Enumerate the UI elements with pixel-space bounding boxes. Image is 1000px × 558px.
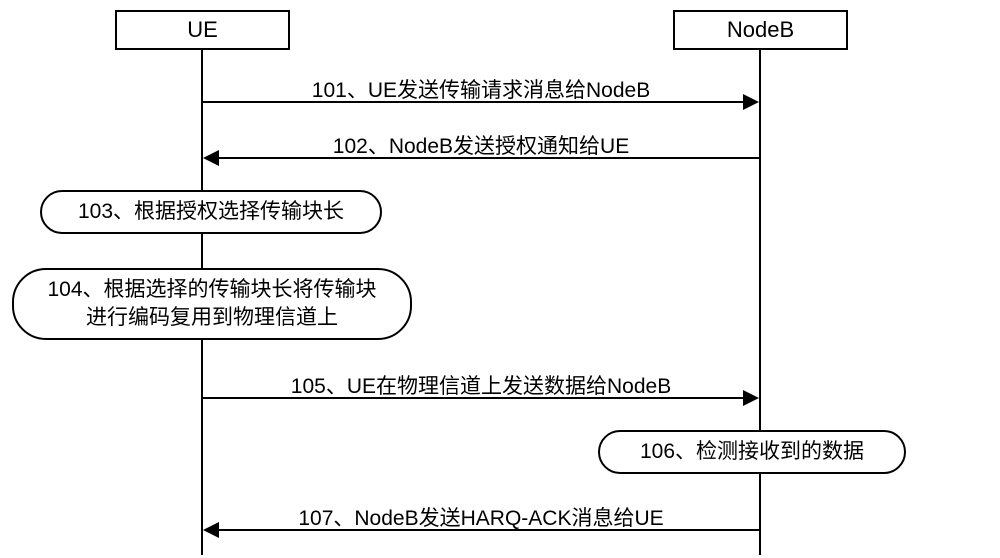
lifeline-nodeb — [759, 50, 761, 555]
note-104-line2: 进行编码复用到物理信道上 — [86, 306, 338, 329]
participant-ue: UE — [115, 10, 290, 50]
sequence-diagram: UE NodeB 101、UE发送传输请求消息给NodeB 102、NodeB发… — [0, 0, 1000, 558]
note-104: 104、根据选择的传输块长将传输块 进行编码复用到物理信道上 — [12, 268, 412, 340]
msg-101-line — [203, 101, 743, 103]
msg-101-arrowhead — [743, 94, 759, 110]
participant-ue-label: UE — [187, 17, 218, 43]
msg-105-line — [203, 397, 743, 399]
note-106: 106、检测接收到的数据 — [598, 430, 906, 474]
msg-101-label: 101、UE发送传输请求消息给NodeB — [203, 74, 759, 104]
msg-102-label: 102、NodeB发送授权通知给UE — [203, 130, 759, 160]
msg-102-arrowhead — [203, 150, 219, 166]
note-104-text: 104、根据选择的传输块长将传输块 进行编码复用到物理信道上 — [47, 276, 376, 333]
note-103-text: 103、根据授权选择传输块长 — [78, 198, 344, 226]
note-104-line1: 104、根据选择的传输块长将传输块 — [47, 278, 376, 301]
msg-107-label: 107、NodeB发送HARQ-ACK消息给UE — [203, 502, 759, 532]
msg-105-label: 105、UE在物理信道上发送数据给NodeB — [203, 370, 759, 400]
note-103: 103、根据授权选择传输块长 — [40, 190, 382, 234]
participant-nodeb: NodeB — [673, 10, 848, 50]
msg-102-line — [219, 157, 759, 159]
msg-105-arrowhead — [743, 390, 759, 406]
msg-107-line — [219, 529, 759, 531]
note-106-text: 106、检测接收到的数据 — [640, 438, 864, 466]
participant-nodeb-label: NodeB — [727, 17, 794, 43]
msg-107-arrowhead — [203, 522, 219, 538]
